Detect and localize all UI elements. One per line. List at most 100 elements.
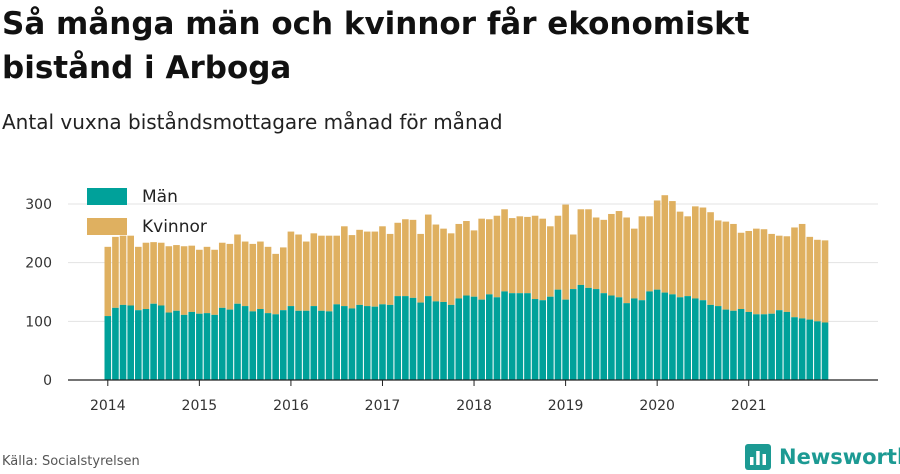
bar-kvinnor xyxy=(288,232,295,307)
bar-kvinnor xyxy=(730,224,737,311)
y-axis: 0100200300 xyxy=(25,197,52,389)
bar-man xyxy=(410,298,417,380)
bar-kvinnor xyxy=(394,223,401,296)
bar-kvinnor xyxy=(440,229,447,302)
bar-kvinnor xyxy=(120,236,127,305)
bar-man xyxy=(440,302,447,380)
bar-kvinnor xyxy=(494,216,501,298)
bar-kvinnor xyxy=(242,242,249,307)
bar-kvinnor xyxy=(257,242,264,309)
bar-kvinnor xyxy=(585,209,592,288)
bar-man xyxy=(791,317,798,380)
bar-man xyxy=(257,309,264,380)
legend-item-kvinnor-label: Kvinnor xyxy=(142,217,207,237)
bar-man xyxy=(173,311,180,380)
bar-kvinnor xyxy=(341,226,348,306)
bar-man xyxy=(654,290,661,380)
bar-kvinnor xyxy=(280,247,287,310)
y-tick-label: 0 xyxy=(43,373,52,389)
source-note: Källa: Socialstyrelsen xyxy=(2,454,140,469)
bar-man xyxy=(249,311,256,380)
bar-kvinnor xyxy=(539,219,546,301)
bar-man xyxy=(509,293,516,380)
bar-kvinnor xyxy=(593,217,600,289)
bar-man xyxy=(211,315,218,380)
y-tick-label: 300 xyxy=(25,197,52,213)
bar-man xyxy=(127,305,134,380)
bar-kvinnor xyxy=(776,236,783,311)
bar-man xyxy=(135,310,142,380)
bar-man xyxy=(623,303,630,380)
bar-man xyxy=(517,293,524,380)
bar-kvinnor xyxy=(417,234,424,303)
bar-kvinnor xyxy=(204,247,211,313)
bar-man xyxy=(494,297,501,380)
bar-man xyxy=(532,299,539,380)
bar-kvinnor xyxy=(112,237,119,308)
bar-man xyxy=(608,296,615,380)
bar-kvinnor xyxy=(105,247,112,316)
bar-man xyxy=(578,285,585,380)
bar-kvinnor xyxy=(188,246,195,312)
legend-item-man-swatch xyxy=(87,188,127,205)
bar-man xyxy=(227,310,234,380)
bar-man xyxy=(234,304,241,380)
bar-kvinnor xyxy=(753,229,760,315)
bar-kvinnor xyxy=(631,229,638,299)
bar-kvinnor xyxy=(211,250,218,315)
x-tick-label: 2016 xyxy=(273,398,309,414)
bar-kvinnor xyxy=(555,216,562,290)
bar-kvinnor xyxy=(684,216,691,296)
bar-kvinnor xyxy=(761,229,768,314)
bar-man xyxy=(311,306,318,380)
bar-man xyxy=(112,308,119,380)
bar-kvinnor xyxy=(272,254,279,314)
bar-man xyxy=(204,313,211,380)
bar-kvinnor xyxy=(715,220,722,306)
bar-man xyxy=(547,297,554,380)
bar-kvinnor xyxy=(410,220,417,298)
bar-kvinnor xyxy=(616,211,623,297)
x-tick-label: 2021 xyxy=(731,398,767,414)
bar-man xyxy=(646,291,653,380)
x-tick-label: 2015 xyxy=(182,398,218,414)
bar-kvinnor xyxy=(677,212,684,298)
bar-kvinnor xyxy=(471,230,478,296)
bar-kvinnor xyxy=(181,246,188,315)
bar-man xyxy=(265,313,272,380)
x-tick-label: 2017 xyxy=(365,398,401,414)
x-tick-label: 2020 xyxy=(639,398,675,414)
bar-kvinnor xyxy=(425,215,432,297)
bar-man xyxy=(166,313,173,380)
bar-man xyxy=(639,300,646,380)
bar-kvinnor xyxy=(578,209,585,285)
bar-kvinnor xyxy=(784,236,791,312)
legend-item-man-label: Män xyxy=(142,187,178,207)
legend-item-kvinnor-swatch xyxy=(87,218,127,235)
bar-kvinnor xyxy=(150,242,157,304)
bar-kvinnor xyxy=(639,216,646,300)
bar-kvinnor xyxy=(364,232,371,307)
bar-man xyxy=(478,300,485,380)
bar-man xyxy=(295,311,302,380)
bar-man xyxy=(158,305,165,380)
bar-kvinnor xyxy=(227,244,234,310)
bar-kvinnor xyxy=(158,243,165,306)
legend: Män Kvinnor xyxy=(87,187,207,237)
bar-man xyxy=(730,311,737,380)
bar-man xyxy=(661,293,668,380)
brand[interactable]: Newsworthy xyxy=(745,443,900,471)
bar-kvinnor xyxy=(532,216,539,299)
bar-man xyxy=(799,318,806,380)
bar-man xyxy=(776,310,783,380)
bar-man xyxy=(524,293,531,380)
bar-chart-logo-icon xyxy=(745,444,771,470)
bar-man xyxy=(425,296,432,380)
x-axis: 2014 2015 2016 2017 2018 2019 2020 2021 xyxy=(68,380,878,414)
bar-kvinnor xyxy=(463,221,470,296)
bar-man xyxy=(364,306,371,380)
bar-kvinnor xyxy=(173,245,180,311)
bar-man xyxy=(105,316,112,380)
bar-man xyxy=(761,314,768,380)
bar-man xyxy=(715,306,722,380)
